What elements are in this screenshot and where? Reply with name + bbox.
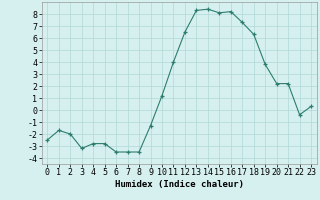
X-axis label: Humidex (Indice chaleur): Humidex (Indice chaleur) [115, 180, 244, 189]
